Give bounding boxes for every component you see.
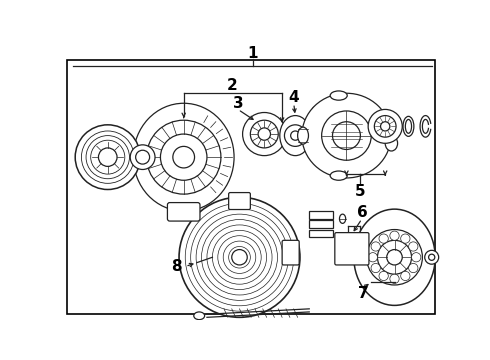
Circle shape — [86, 136, 129, 179]
Text: 1: 1 — [247, 46, 258, 61]
Circle shape — [390, 274, 399, 283]
Text: 2: 2 — [226, 78, 237, 93]
Circle shape — [232, 249, 247, 265]
Circle shape — [401, 234, 410, 243]
Circle shape — [425, 250, 439, 264]
Circle shape — [173, 147, 195, 168]
Circle shape — [409, 242, 418, 251]
Circle shape — [367, 230, 422, 285]
Circle shape — [371, 264, 380, 273]
Circle shape — [374, 116, 396, 137]
Circle shape — [229, 247, 250, 268]
Circle shape — [409, 264, 418, 273]
Circle shape — [179, 197, 300, 317]
Ellipse shape — [405, 120, 412, 133]
FancyBboxPatch shape — [309, 211, 333, 219]
Circle shape — [218, 236, 261, 279]
FancyBboxPatch shape — [168, 203, 200, 221]
Circle shape — [223, 241, 256, 274]
FancyBboxPatch shape — [229, 193, 250, 210]
Circle shape — [91, 140, 125, 174]
Ellipse shape — [385, 136, 397, 151]
Text: 8: 8 — [171, 259, 181, 274]
Circle shape — [379, 271, 388, 280]
FancyBboxPatch shape — [309, 220, 333, 228]
Circle shape — [130, 145, 155, 170]
Ellipse shape — [302, 93, 391, 178]
Text: 3: 3 — [233, 96, 243, 111]
Ellipse shape — [330, 91, 347, 100]
FancyBboxPatch shape — [335, 233, 369, 265]
Ellipse shape — [330, 171, 347, 180]
FancyBboxPatch shape — [68, 60, 435, 314]
Circle shape — [291, 131, 300, 140]
FancyBboxPatch shape — [309, 230, 333, 237]
Circle shape — [147, 120, 221, 194]
Circle shape — [387, 249, 402, 265]
Ellipse shape — [403, 116, 414, 136]
Circle shape — [377, 240, 412, 274]
FancyBboxPatch shape — [282, 240, 299, 265]
Circle shape — [250, 120, 278, 148]
Text: 7: 7 — [358, 286, 369, 301]
Ellipse shape — [312, 107, 319, 118]
Text: 5: 5 — [354, 184, 365, 198]
Circle shape — [179, 207, 188, 216]
Circle shape — [258, 128, 270, 140]
Ellipse shape — [280, 116, 311, 156]
Circle shape — [136, 150, 149, 164]
Circle shape — [191, 209, 288, 306]
Circle shape — [160, 134, 207, 180]
Circle shape — [321, 111, 371, 160]
Circle shape — [412, 253, 421, 262]
Circle shape — [368, 109, 402, 143]
Circle shape — [390, 231, 399, 240]
Text: 4: 4 — [289, 90, 299, 105]
Circle shape — [371, 242, 380, 251]
Ellipse shape — [297, 127, 309, 144]
Ellipse shape — [340, 214, 345, 223]
Circle shape — [381, 122, 390, 131]
Ellipse shape — [354, 209, 435, 305]
Circle shape — [429, 254, 435, 260]
Circle shape — [243, 112, 286, 156]
Ellipse shape — [194, 312, 205, 320]
Circle shape — [285, 125, 306, 147]
Circle shape — [368, 253, 377, 262]
Circle shape — [379, 234, 388, 243]
Circle shape — [196, 214, 283, 300]
Circle shape — [81, 131, 134, 183]
Circle shape — [75, 125, 140, 189]
Circle shape — [98, 148, 117, 166]
Circle shape — [212, 230, 267, 284]
Circle shape — [185, 203, 294, 311]
Circle shape — [201, 220, 277, 295]
Text: 6: 6 — [357, 205, 368, 220]
Circle shape — [401, 271, 410, 280]
Circle shape — [207, 225, 272, 289]
Ellipse shape — [133, 103, 234, 211]
Circle shape — [333, 122, 361, 149]
